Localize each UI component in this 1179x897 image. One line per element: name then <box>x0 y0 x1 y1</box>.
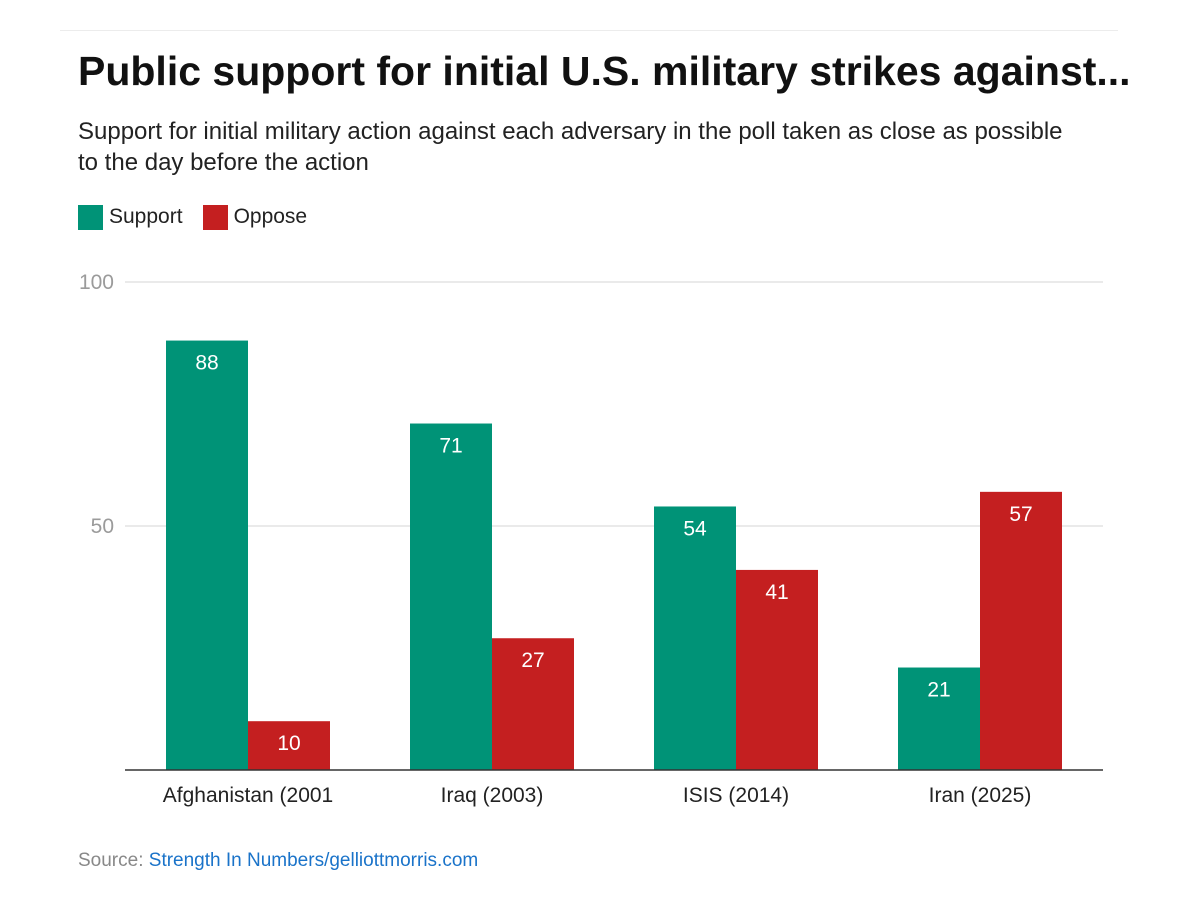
legend: Support Oppose <box>78 203 307 231</box>
x-tick-label-1: Iraq (2003) <box>441 784 544 807</box>
data-label-support-2: 54 <box>683 517 707 540</box>
bar-oppose-0 <box>248 721 330 770</box>
legend-item-oppose: Oppose <box>202 204 308 230</box>
bar-support-0 <box>166 340 248 770</box>
source-prefix: Source: <box>78 850 149 871</box>
legend-label-oppose: Oppose <box>233 205 308 228</box>
legend-swatch-oppose <box>202 204 228 230</box>
data-label-oppose-3: 57 <box>1009 503 1032 526</box>
bar-oppose-1 <box>492 638 574 770</box>
bar-oppose-2 <box>736 569 818 770</box>
data-label-oppose-0: 10 <box>277 732 300 755</box>
chart-subtitle: Support for initial military action agai… <box>78 118 1063 176</box>
legend-swatch-support <box>78 204 103 230</box>
y-tick-label-100: 100 <box>79 271 114 294</box>
data-label-oppose-1: 27 <box>521 649 544 672</box>
source-link[interactable]: Strength In Numbers/gelliottmorris.com <box>148 850 479 871</box>
data-label-support-0: 88 <box>195 352 218 375</box>
data-label-support-1: 71 <box>439 435 462 458</box>
data-label-support-3: 21 <box>927 679 950 702</box>
bar-oppose-3 <box>980 491 1062 770</box>
legend-item-support: Support <box>78 204 183 230</box>
source-line: Source: Strength In Numbers/gelliottmorr… <box>78 850 478 872</box>
x-tick-label-2: ISIS (2014) <box>683 784 789 807</box>
bar-support-1 <box>410 423 492 770</box>
data-label-oppose-2: 41 <box>765 581 788 604</box>
chart-title: Public support for initial U.S. military… <box>78 48 1131 94</box>
y-tick-label-50: 50 <box>91 515 114 538</box>
bar-support-3 <box>898 667 980 770</box>
x-tick-label-0: Afghanistan (2001 <box>163 784 333 807</box>
legend-label-support: Support <box>109 205 183 228</box>
x-tick-label-3: Iran (2025) <box>929 784 1032 807</box>
bar-support-2 <box>654 506 736 770</box>
